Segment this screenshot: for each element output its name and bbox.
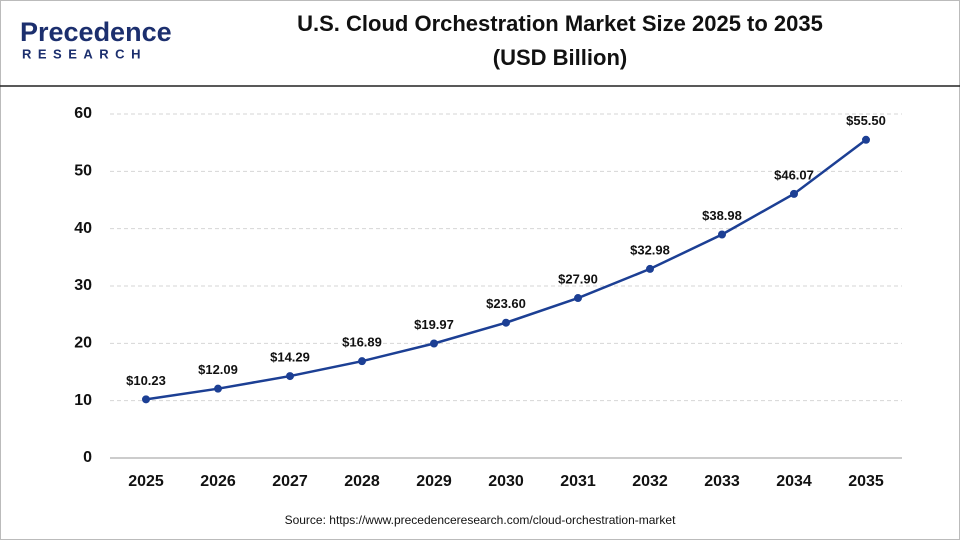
point <box>862 135 870 144</box>
x-tick-label: 2031 <box>560 473 596 490</box>
x-tick-label: 2027 <box>272 473 308 490</box>
point <box>430 339 438 348</box>
x-tick-label: 2029 <box>416 473 452 490</box>
logo-name: Precedence <box>20 17 172 47</box>
point <box>646 264 654 273</box>
value-label: $38.98 <box>702 208 742 223</box>
point <box>214 384 222 393</box>
point <box>286 372 294 381</box>
chart-title: U.S. Cloud Orchestration Market Size 202… <box>297 11 823 36</box>
value-label: $14.29 <box>270 350 310 365</box>
x-tick-label: 2030 <box>488 473 524 490</box>
x-tick-label: 2033 <box>704 473 740 490</box>
value-label: $32.98 <box>630 242 670 257</box>
point <box>718 230 726 239</box>
value-label: $12.09 <box>198 362 238 377</box>
x-tick-label: 2025 <box>128 473 164 490</box>
x-tick-label: 2028 <box>344 473 380 490</box>
logo-tagline: RESEARCH <box>22 46 147 61</box>
point <box>790 189 798 198</box>
point <box>142 395 150 404</box>
y-tick-label: 20 <box>74 335 92 352</box>
y-tick-label: 60 <box>74 105 92 122</box>
y-tick-label: 40 <box>74 220 92 237</box>
x-tick-label: 2032 <box>632 473 668 490</box>
x-tick-label: 2026 <box>200 473 236 490</box>
value-label: $10.23 <box>126 373 166 388</box>
value-label: $16.89 <box>342 335 382 350</box>
y-tick-label: 30 <box>74 277 92 294</box>
value-label: $55.50 <box>846 113 886 128</box>
y-tick-label: 50 <box>74 163 92 180</box>
value-label: $46.07 <box>774 167 814 182</box>
point <box>502 318 510 327</box>
y-tick-label: 0 <box>83 449 92 466</box>
value-label: $19.97 <box>414 317 454 332</box>
y-tick-label: 10 <box>74 392 92 409</box>
point <box>574 294 582 303</box>
x-tick-label: 2034 <box>776 473 812 490</box>
x-tick-label: 2035 <box>848 473 884 490</box>
value-label: $27.90 <box>558 271 598 286</box>
point <box>358 357 366 366</box>
source: Source: https://www.precedenceresearch.c… <box>285 513 677 527</box>
value-label: $23.60 <box>486 296 526 311</box>
chart-subtitle: (USD Billion) <box>493 45 627 70</box>
